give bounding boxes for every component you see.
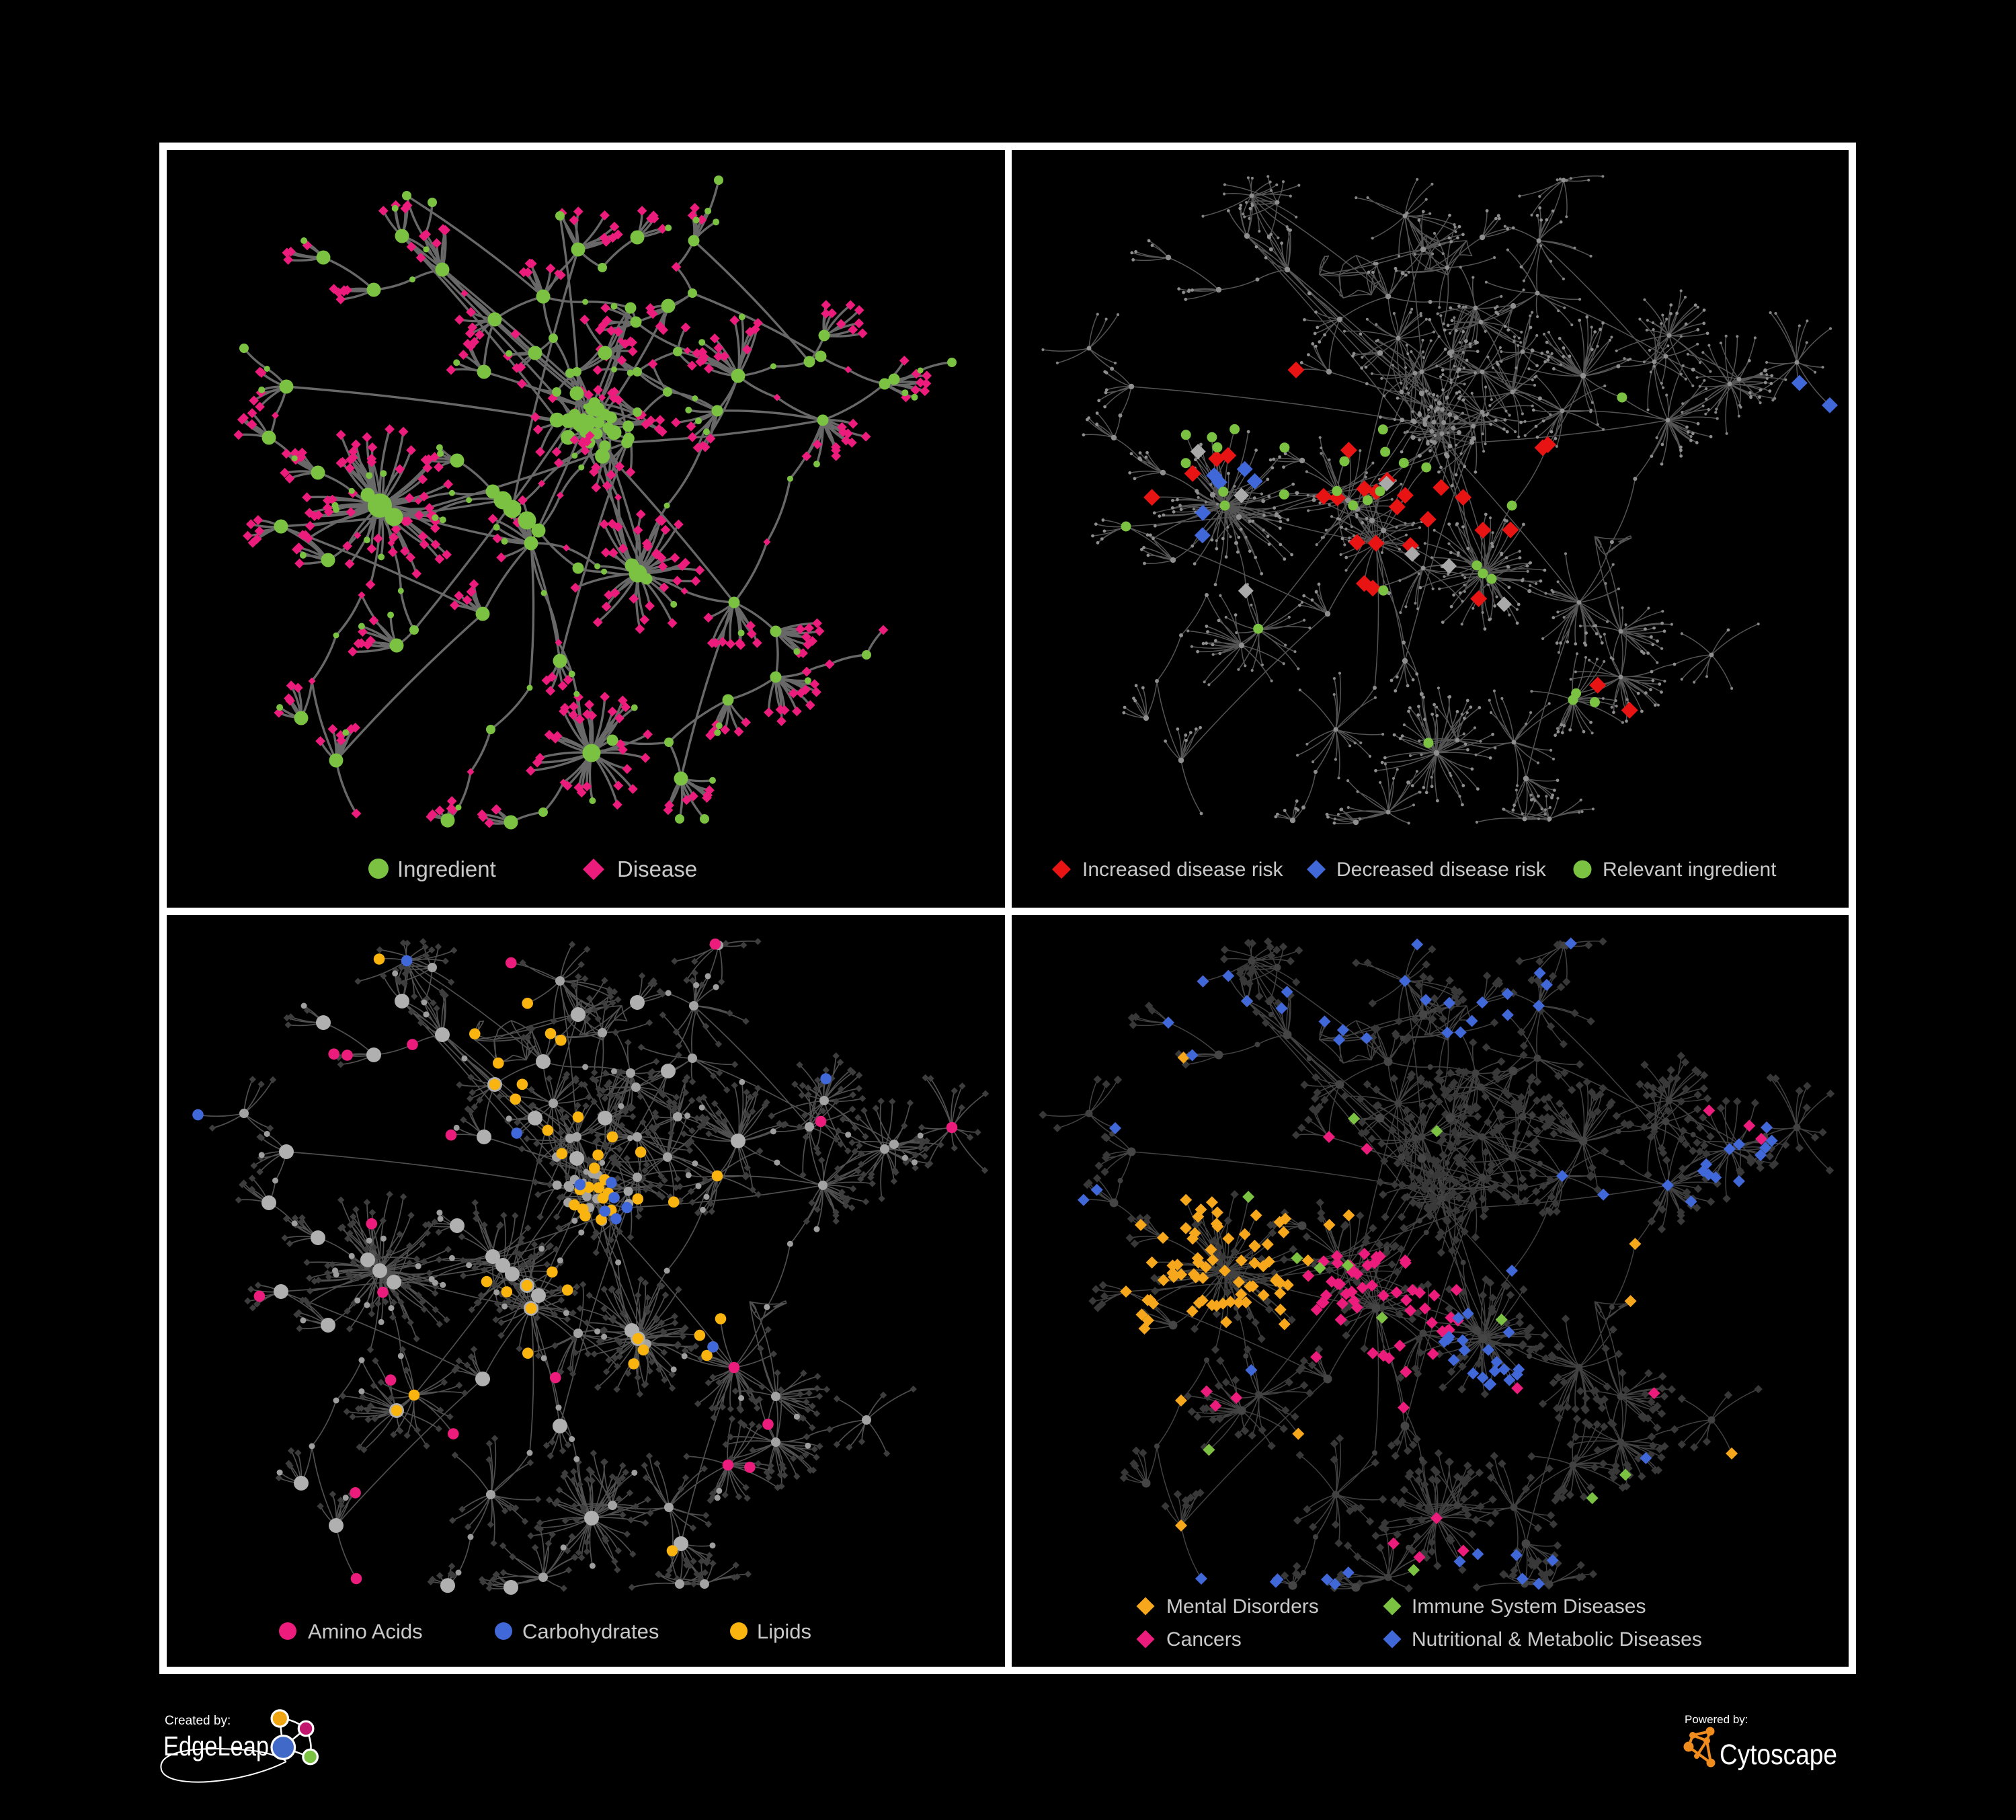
svg-text:Decreased disease risk: Decreased disease risk [1336, 859, 1547, 881]
svg-text:Immune System Diseases: Immune System Diseases [1412, 1595, 1646, 1618]
svg-text:Created by:: Created by: [165, 1714, 231, 1728]
svg-text:Cytoscape: Cytoscape [1720, 1739, 1837, 1771]
svg-text:Nutritional & Metabolic Diseas: Nutritional & Metabolic Diseases [1412, 1628, 1702, 1651]
svg-text:Increased disease risk: Increased disease risk [1082, 859, 1283, 881]
svg-text:Lipids: Lipids [757, 1620, 811, 1643]
svg-text:Amino Acids: Amino Acids [308, 1620, 423, 1643]
svg-text:Powered by:: Powered by: [1685, 1713, 1748, 1726]
svg-text:Mental Disorders: Mental Disorders [1166, 1595, 1319, 1618]
svg-text:Disease: Disease [617, 857, 697, 881]
svg-text:Ingredient: Ingredient [397, 857, 496, 881]
svg-text:Relevant ingredient: Relevant ingredient [1603, 859, 1777, 881]
svg-text:Carbohydrates: Carbohydrates [522, 1620, 659, 1643]
svg-text:Cancers: Cancers [1166, 1628, 1242, 1651]
svg-text:EdgeLeap: EdgeLeap [163, 1731, 269, 1762]
